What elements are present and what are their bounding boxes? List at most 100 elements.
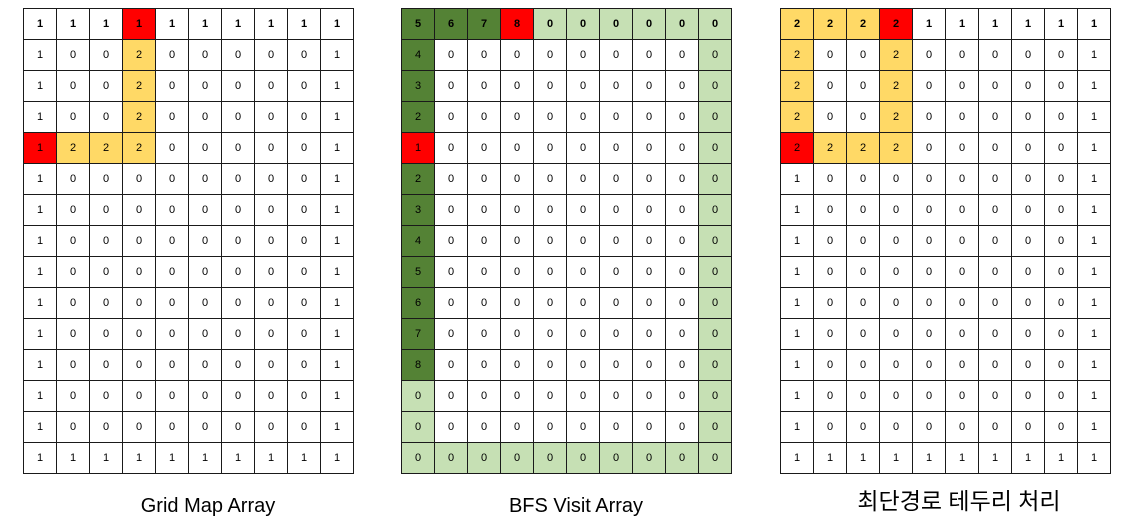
grid-cell: 0 (599, 256, 633, 288)
grid-cell: 1 (1077, 411, 1111, 443)
grid-cell: 0 (912, 132, 946, 164)
grid-cell: 0 (945, 349, 979, 381)
grid-cell: 0 (879, 194, 913, 226)
grid-cell: 2 (846, 8, 880, 40)
grid-cell: 0 (665, 380, 699, 412)
grid-cell: 0 (813, 163, 847, 195)
grid-cell: 0 (155, 318, 189, 350)
grid-cell: 2 (879, 132, 913, 164)
grid-cell: 0 (698, 132, 732, 164)
grid-cell: 0 (56, 318, 90, 350)
grid-cell: 1 (23, 101, 57, 133)
grid-cell: 0 (287, 163, 321, 195)
grid-cell: 0 (1011, 70, 1045, 102)
grid-cell: 2 (780, 39, 814, 71)
grid-cell: 0 (665, 101, 699, 133)
grid-cell: 0 (632, 256, 666, 288)
grid-cell: 0 (254, 318, 288, 350)
grid-cell: 0 (566, 194, 600, 226)
grid-cell: 0 (813, 318, 847, 350)
grid-cell: 0 (155, 411, 189, 443)
grid-cell: 0 (221, 39, 255, 71)
grid-cell: 0 (665, 318, 699, 350)
grid-cell: 0 (188, 380, 222, 412)
grid-cell: 0 (500, 380, 534, 412)
grid-cell: 1 (287, 8, 321, 40)
grid-cell: 1 (56, 442, 90, 474)
grid-cell: 2 (401, 101, 435, 133)
shortest-path-caption: 최단경로 테두리 처리 (857, 488, 1061, 514)
grid-cell: 1 (23, 318, 57, 350)
grid-cell: 0 (467, 163, 501, 195)
grid-cell: 0 (122, 194, 156, 226)
grid-cell: 2 (780, 8, 814, 40)
grid-cell: 0 (188, 256, 222, 288)
grid-cell: 0 (287, 132, 321, 164)
grid-cell: 1 (1077, 349, 1111, 381)
grid-cell: 0 (434, 70, 468, 102)
grid-cell: 0 (566, 70, 600, 102)
grid-cell: 1 (23, 163, 57, 195)
grid-cell: 0 (434, 163, 468, 195)
grid-cell: 0 (287, 287, 321, 319)
grid-cell: 0 (1011, 318, 1045, 350)
grid-cell: 0 (632, 287, 666, 319)
grid-cell: 6 (401, 287, 435, 319)
grid-cell: 1 (1077, 39, 1111, 71)
grid-cell: 0 (434, 411, 468, 443)
grid-cell: 0 (500, 256, 534, 288)
grid-cell: 2 (122, 132, 156, 164)
grid-cell: 0 (912, 318, 946, 350)
grid-cell: 0 (254, 411, 288, 443)
grid-cell: 1 (320, 349, 354, 381)
grid-cell: 0 (221, 318, 255, 350)
grid-cell: 0 (813, 349, 847, 381)
grid-cell: 0 (254, 287, 288, 319)
grid-cell: 1 (1077, 132, 1111, 164)
grid-cell: 0 (155, 101, 189, 133)
grid-cell: 0 (1044, 411, 1078, 443)
grid-cell: 0 (698, 70, 732, 102)
grid-cell: 0 (254, 101, 288, 133)
grid-cell: 0 (1011, 411, 1045, 443)
grid-cell: 0 (632, 39, 666, 71)
grid-cell: 1 (1077, 442, 1111, 474)
grid-cell: 2 (813, 8, 847, 40)
grid-cell: 0 (221, 256, 255, 288)
grid-cell: 0 (846, 318, 880, 350)
grid-cell: 0 (813, 225, 847, 257)
grid-cell: 0 (500, 411, 534, 443)
grid-cell: 8 (500, 8, 534, 40)
grid-cell: 1 (221, 8, 255, 40)
grid-cell: 0 (401, 442, 435, 474)
grid-map-caption: Grid Map Array (140, 495, 276, 517)
grid-cell: 0 (467, 256, 501, 288)
grid-cell: 0 (221, 380, 255, 412)
grid-cell: 2 (879, 39, 913, 71)
grid-cell: 0 (566, 287, 600, 319)
grid-cell: 0 (533, 194, 567, 226)
grid-cell: 0 (188, 132, 222, 164)
grid-cell: 0 (533, 442, 567, 474)
grid-cell: 0 (89, 39, 123, 71)
grid-cell: 0 (56, 194, 90, 226)
grid-cell: 1 (23, 349, 57, 381)
grid-cell: 0 (846, 163, 880, 195)
grid-cell: 0 (599, 349, 633, 381)
grid-cell: 1 (23, 70, 57, 102)
grid-cell: 1 (780, 380, 814, 412)
grid-cell: 0 (599, 194, 633, 226)
grid-cell: 0 (879, 411, 913, 443)
grid-cell: 4 (401, 225, 435, 257)
grid-cell: 0 (221, 132, 255, 164)
